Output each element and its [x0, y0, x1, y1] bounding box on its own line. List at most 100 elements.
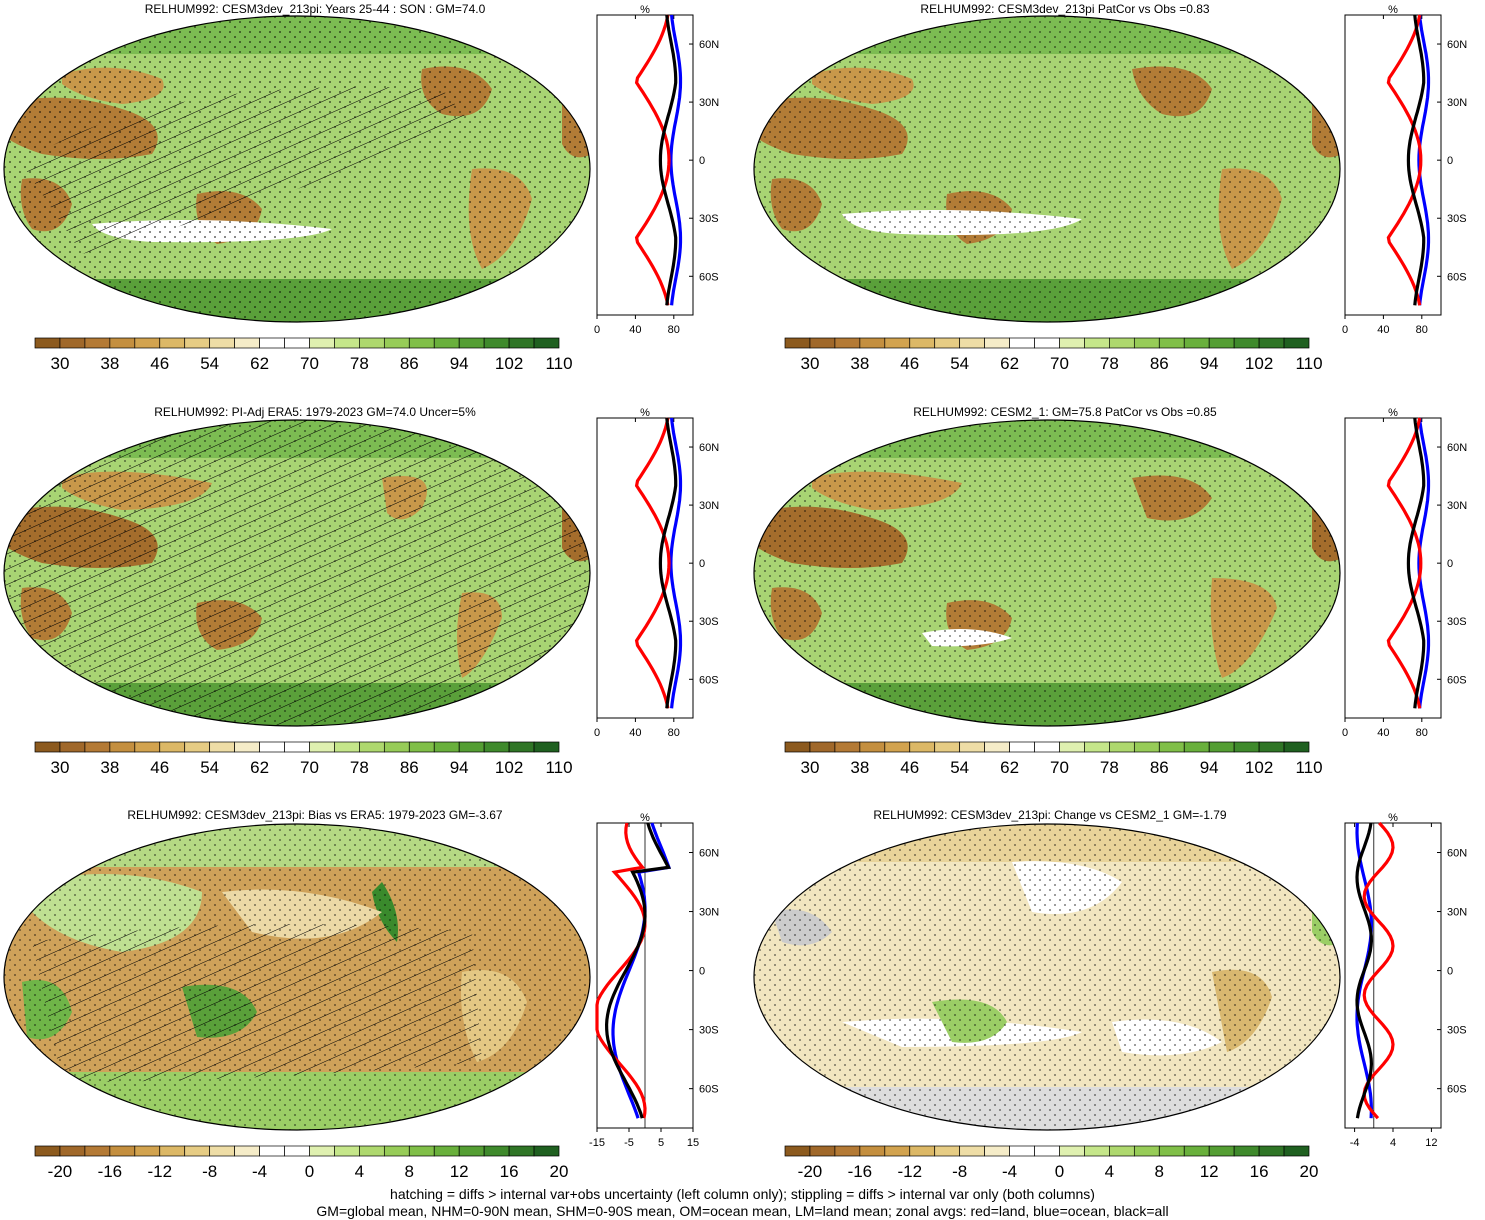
colorbar-tick-label: -12	[147, 1162, 172, 1181]
colorbar-swatch	[109, 1145, 136, 1157]
profile-lat-label: 30N	[1447, 97, 1467, 109]
colorbar-swatch	[458, 337, 485, 349]
colorbar-swatch	[1084, 337, 1110, 349]
colorbar-tick-label: 16	[500, 1162, 519, 1181]
colorbar-tick-label: 102	[495, 758, 523, 777]
zonal-profile-change: % 60N 30N 0 30S 60S -4 4 12	[1344, 812, 1467, 1149]
profile-lat-label: 60N	[1447, 39, 1467, 51]
colorbar-swatch	[809, 741, 836, 753]
colorbar-tick-label: 86	[1150, 354, 1169, 373]
colorbar-swatch	[284, 741, 310, 753]
colorbar-swatch	[1233, 337, 1260, 349]
colorbar-abs-3: 30 38 46 54 62 70 78 86 94 102 110	[34, 741, 573, 777]
colorbar-tick-label: 78	[350, 354, 369, 373]
panel-title-model: RELHUM992: CESM3dev_213pi: Years 25-44 :…	[144, 2, 486, 16]
colorbar-swatch	[508, 1145, 535, 1157]
colorbar-swatch	[159, 1145, 186, 1157]
colorbar-swatch	[59, 337, 86, 349]
colorbar-tick-label: 38	[850, 758, 869, 777]
colorbar-tick-label: 38	[850, 354, 869, 373]
profile-x-tick-label: 80	[1416, 324, 1428, 336]
profile-lat-label: 60S	[1447, 1084, 1467, 1096]
colorbar-swatch	[309, 337, 335, 349]
panel-title-change: RELHUM992: CESM3dev_213pi: Change vs CES…	[873, 808, 1227, 822]
profile-lat-label: 60N	[699, 442, 719, 454]
colorbar-tick-label: 70	[300, 354, 319, 373]
colorbar-swatch	[84, 337, 111, 349]
colorbar-swatch	[59, 741, 86, 753]
profile-lat-label: 30S	[1447, 616, 1467, 628]
colorbar-tick-label: -8	[952, 1162, 967, 1181]
profile-x-tick-label: 40	[629, 324, 641, 336]
profile-lat-label: 60N	[1447, 848, 1467, 860]
map-bias	[3, 823, 591, 1131]
profile-lat-label: 30S	[1447, 213, 1467, 225]
colorbar-swatch	[1283, 741, 1310, 753]
profile-lat-label: 0	[1447, 558, 1453, 570]
colorbar-swatch	[109, 337, 136, 349]
colorbar-swatch	[1109, 337, 1135, 349]
profile-lat-label: 30N	[1447, 907, 1467, 919]
profile-lat-label: 60N	[699, 848, 719, 860]
colorbar-tick-label: 102	[495, 354, 523, 373]
colorbar-swatch	[184, 741, 211, 753]
colorbar-tick-label: 30	[800, 354, 819, 373]
colorbar-tick-label: 78	[1100, 354, 1119, 373]
colorbar-swatch	[483, 337, 510, 349]
profile-lat-label: 60S	[1447, 674, 1467, 686]
colorbar-swatch	[1009, 1145, 1035, 1157]
colorbar-swatch	[433, 741, 460, 753]
profile-lat-label: 60N	[699, 39, 719, 51]
colorbar-tick-label: 8	[405, 1162, 414, 1181]
profile-line-land	[1386, 14, 1423, 306]
colorbar-tick-label: -4	[1002, 1162, 1017, 1181]
colorbar-tick-label: -4	[252, 1162, 267, 1181]
colorbar-tick-label: 62	[250, 758, 269, 777]
colorbar-swatch	[209, 337, 235, 349]
profile-unit-label: %	[1388, 407, 1398, 419]
colorbar-swatch	[1133, 337, 1160, 349]
profile-lat-label: 60S	[1447, 271, 1467, 283]
colorbar-swatch	[508, 337, 535, 349]
colorbar-swatch	[784, 741, 811, 753]
colorbar-swatch	[1133, 741, 1160, 753]
map-cesm2	[753, 419, 1341, 727]
colorbar-tick-label: 110	[545, 354, 572, 373]
colorbar-tick-label: 102	[1245, 758, 1273, 777]
profile-unit-label: %	[640, 812, 650, 824]
colorbar-swatch	[1158, 337, 1185, 349]
colorbar-swatch	[134, 741, 161, 753]
profile-line-land	[634, 14, 671, 306]
profile-line-all	[658, 14, 678, 306]
colorbar-swatch	[859, 1145, 886, 1157]
profile-lat-label: 0	[1447, 155, 1453, 167]
profile-lat-label: 60N	[1447, 442, 1467, 454]
panel-title-bias: RELHUM992: CESM3dev_213pi: Bias vs ERA5:…	[127, 808, 503, 822]
profile-x-tick-label: 0	[1342, 727, 1348, 739]
colorbar-swatch	[1183, 337, 1210, 349]
colorbar-swatch	[784, 337, 811, 349]
colorbar-swatch	[84, 741, 111, 753]
profile-lat-label: 30N	[699, 500, 719, 512]
colorbar-swatch	[234, 337, 260, 349]
colorbar-swatch	[433, 337, 460, 349]
colorbar-swatch	[934, 337, 961, 349]
colorbar-swatch	[309, 1145, 335, 1157]
colorbar-swatch	[383, 337, 410, 349]
colorbar-swatch	[259, 741, 285, 753]
profile-lat-label: 30N	[699, 97, 719, 109]
colorbar-swatch	[834, 741, 861, 753]
colorbar-swatch	[909, 741, 936, 753]
profile-line-ocean	[669, 14, 683, 306]
profile-line-all	[658, 417, 678, 709]
colorbar-swatch	[508, 741, 535, 753]
colorbar-swatch	[34, 741, 61, 753]
colorbar-tick-label: 110	[1295, 354, 1322, 373]
colorbar-swatch	[1233, 741, 1260, 753]
profile-unit-label: %	[1388, 4, 1398, 16]
zonal-profile-model: % 60N 30N 0 30S 60S 0 40 80	[594, 4, 719, 336]
profile-x-tick-label: 40	[1377, 324, 1389, 336]
profile-line-ocean	[1417, 417, 1431, 709]
colorbar-swatch	[1133, 1145, 1160, 1157]
colorbar-tick-label: 110	[545, 758, 572, 777]
